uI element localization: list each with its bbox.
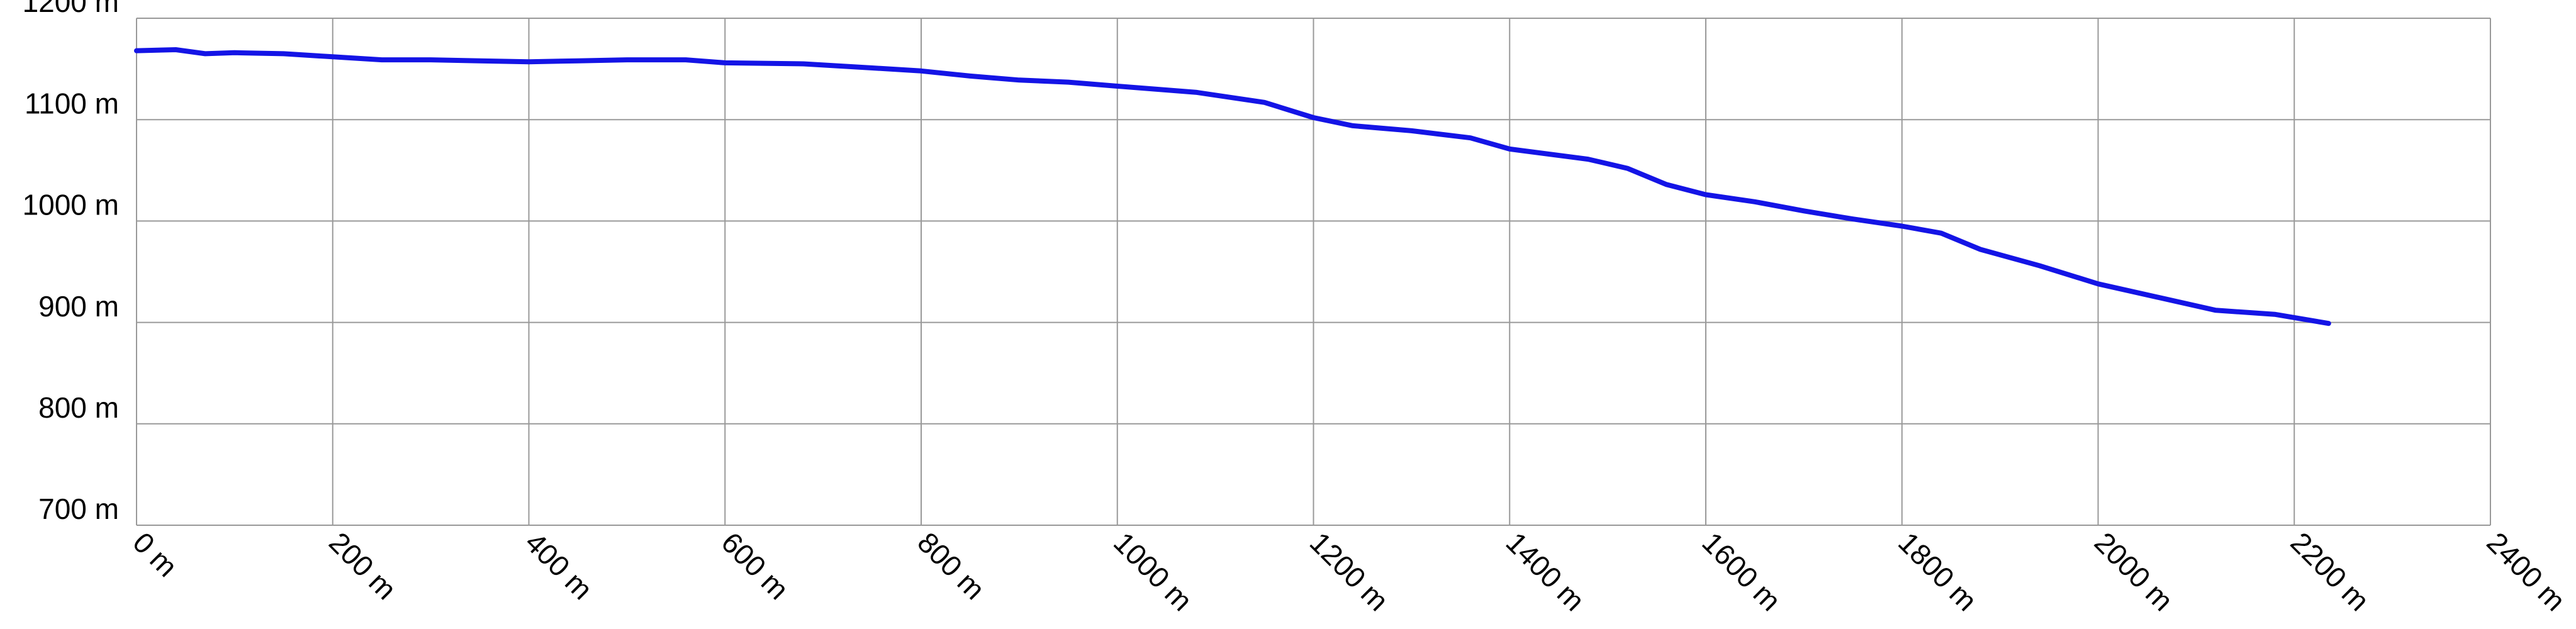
x-tick-label: 600 m	[715, 526, 795, 606]
x-tick-label: 200 m	[323, 526, 403, 606]
x-tick-label: 2400 m	[2480, 526, 2572, 617]
x-tick-label: 1800 m	[1892, 526, 1983, 617]
x-tick-label: 2200 m	[2285, 526, 2376, 617]
x-tick-label: 1000 m	[1107, 526, 1199, 617]
x-tick-label: 2000 m	[2088, 526, 2180, 617]
x-tick-label: 400 m	[519, 526, 599, 606]
y-tick-label: 800 m	[38, 391, 119, 424]
y-tick-label: 700 m	[38, 493, 119, 525]
x-tick-label: 800 m	[911, 526, 991, 606]
x-tick-label: 1200 m	[1304, 526, 1395, 617]
y-tick-label: 900 m	[38, 290, 119, 323]
elevation-line	[134, 47, 2331, 326]
x-tick-label: 0 m	[126, 526, 184, 583]
y-tick-label: 1000 m	[23, 189, 119, 221]
y-tick-label: 1100 m	[25, 87, 119, 120]
y-tick-label: 1200 m	[23, 0, 119, 18]
x-tick-label: 1600 m	[1696, 526, 1787, 617]
x-tick-label: 1400 m	[1500, 526, 1591, 617]
